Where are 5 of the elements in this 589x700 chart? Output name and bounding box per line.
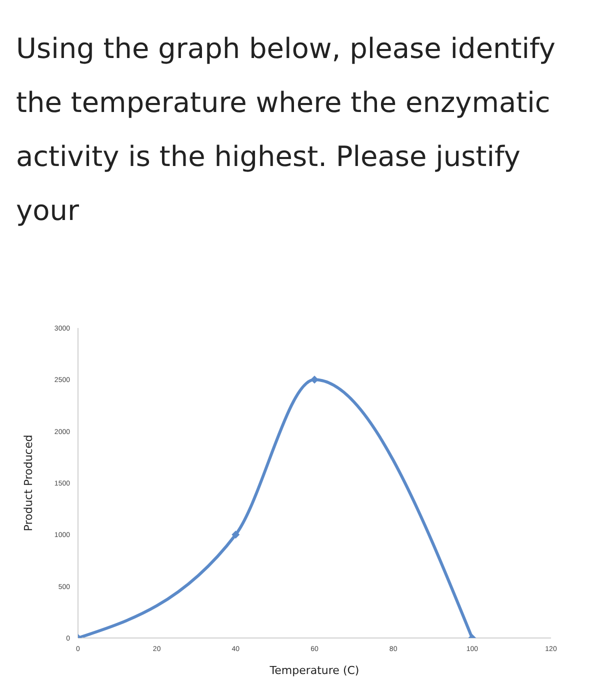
point — [310, 376, 318, 384]
chart-title: Using the graph below, please identify the temperature where the enzymatic activity is the highest. Please justify your — [15, 31, 556, 229]
point — [232, 530, 240, 539]
x-axis-title: Temperature (C) — [268, 664, 360, 677]
y-axis-title: Product Produced — [22, 434, 35, 532]
